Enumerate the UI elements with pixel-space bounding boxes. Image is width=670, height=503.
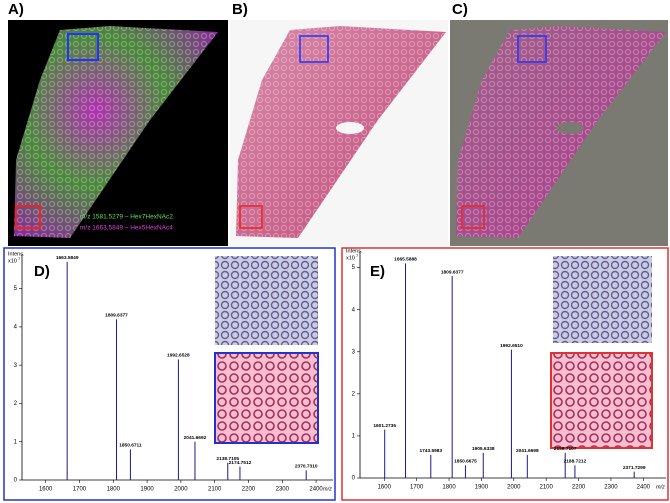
peak-label: 2158.7107 [554,446,577,452]
x-tick-label: 2100 [540,485,554,491]
peak-label: 1992.6528 [167,353,190,359]
y-tick-label: 1 [352,434,356,440]
y-tick-label: 0 [14,478,18,484]
peak-label: 2174.7512 [229,460,252,466]
inset-he [214,352,319,444]
peak-label: 1850.6711 [119,443,142,449]
y-axis-label: Intens. [8,251,25,257]
peak-label: 2041.6698 [516,448,539,454]
y-tick-label: 4 [352,307,356,313]
roi-blue [517,35,547,63]
peak-label: 1992.6510 [500,343,523,349]
legend-entry: m/z 1663.5849 – Hex5HexNAc4 [80,225,173,232]
peak-label: 2041.6692 [184,435,207,441]
y-tick-label: 5 [352,265,356,271]
x-tick-label: 1700 [73,487,87,493]
y-scale-exp: 7 [356,253,359,258]
panel-frame [341,247,669,501]
panel-label: E) [370,263,385,280]
x-tick-label: 2100 [208,487,222,493]
panel-label: A) [8,1,24,18]
x-tick-label: 2000 [507,485,521,491]
peak-label: 2370.7310 [295,464,318,470]
y-scale-label: x10 [346,255,355,261]
roi-red [15,205,41,229]
inset-he [550,352,653,449]
y-tick-label: 1 [14,439,18,445]
x-tick-label: 2300 [276,487,290,493]
legend-entry: m/z 1581.5279 – Hex7HexNAc2 [80,214,173,221]
y-tick-label: 2 [352,391,356,397]
roi-blue [67,33,99,61]
peak-label: 1663.5849 [56,255,79,261]
x-axis-label: m/z [323,486,332,492]
x-tick-label: 1600 [39,487,53,493]
peak-label: 2138.7105 [216,456,239,462]
y-scale-label: x10 [8,258,17,264]
y-tick-label: 4 [14,324,18,330]
peak-label: 2188.7212 [564,459,587,465]
x-tick-label: 2400 [309,487,323,493]
x-tick-label: 2200 [572,485,586,491]
panel-label: D) [34,263,50,280]
x-tick-label: 1900 [475,485,489,491]
roi-red [239,205,263,229]
x-axis-label: m/z [656,484,665,490]
y-tick-label: 5 [14,286,18,292]
peak-label: 1743.5983 [419,448,442,454]
peak-label: 1850.6675 [454,459,477,465]
x-tick-label: 2000 [174,487,188,493]
roi-blue [299,35,329,63]
peak-label: 1809.6377 [105,313,128,319]
peak-label: 2371.7299 [623,465,646,471]
panel-frame [3,247,336,501]
peak-label: 1665.5888 [394,257,417,263]
x-tick-label: 2300 [604,485,618,491]
x-tick-label: 1700 [410,485,424,491]
peak-label: 1601.2736 [373,423,396,429]
y-tick-label: 0 [352,476,356,482]
x-tick-label: 1900 [140,487,154,493]
y-axis-label: Intens. [346,248,363,254]
tissue-texture [14,26,218,238]
peak-label: 1809.6377 [441,269,464,275]
x-tick-label: 2400 [637,485,651,491]
y-tick-label: 3 [352,349,356,355]
x-tick-label: 1600 [378,485,392,491]
x-tick-label: 1800 [442,485,456,491]
y-scale-exp: 7 [18,256,21,261]
panel-label: B) [232,1,248,18]
inset-stain [553,256,652,343]
panel-label: C) [452,1,468,18]
peak-label: 1905.6338 [472,446,495,452]
x-tick-label: 2200 [242,487,256,493]
airway [556,122,584,134]
inset-stain [215,256,318,345]
y-tick-label: 2 [14,401,18,407]
airway [336,122,364,134]
y-tick-label: 3 [14,363,18,369]
x-tick-label: 1800 [107,487,121,493]
roi-red [461,205,485,229]
